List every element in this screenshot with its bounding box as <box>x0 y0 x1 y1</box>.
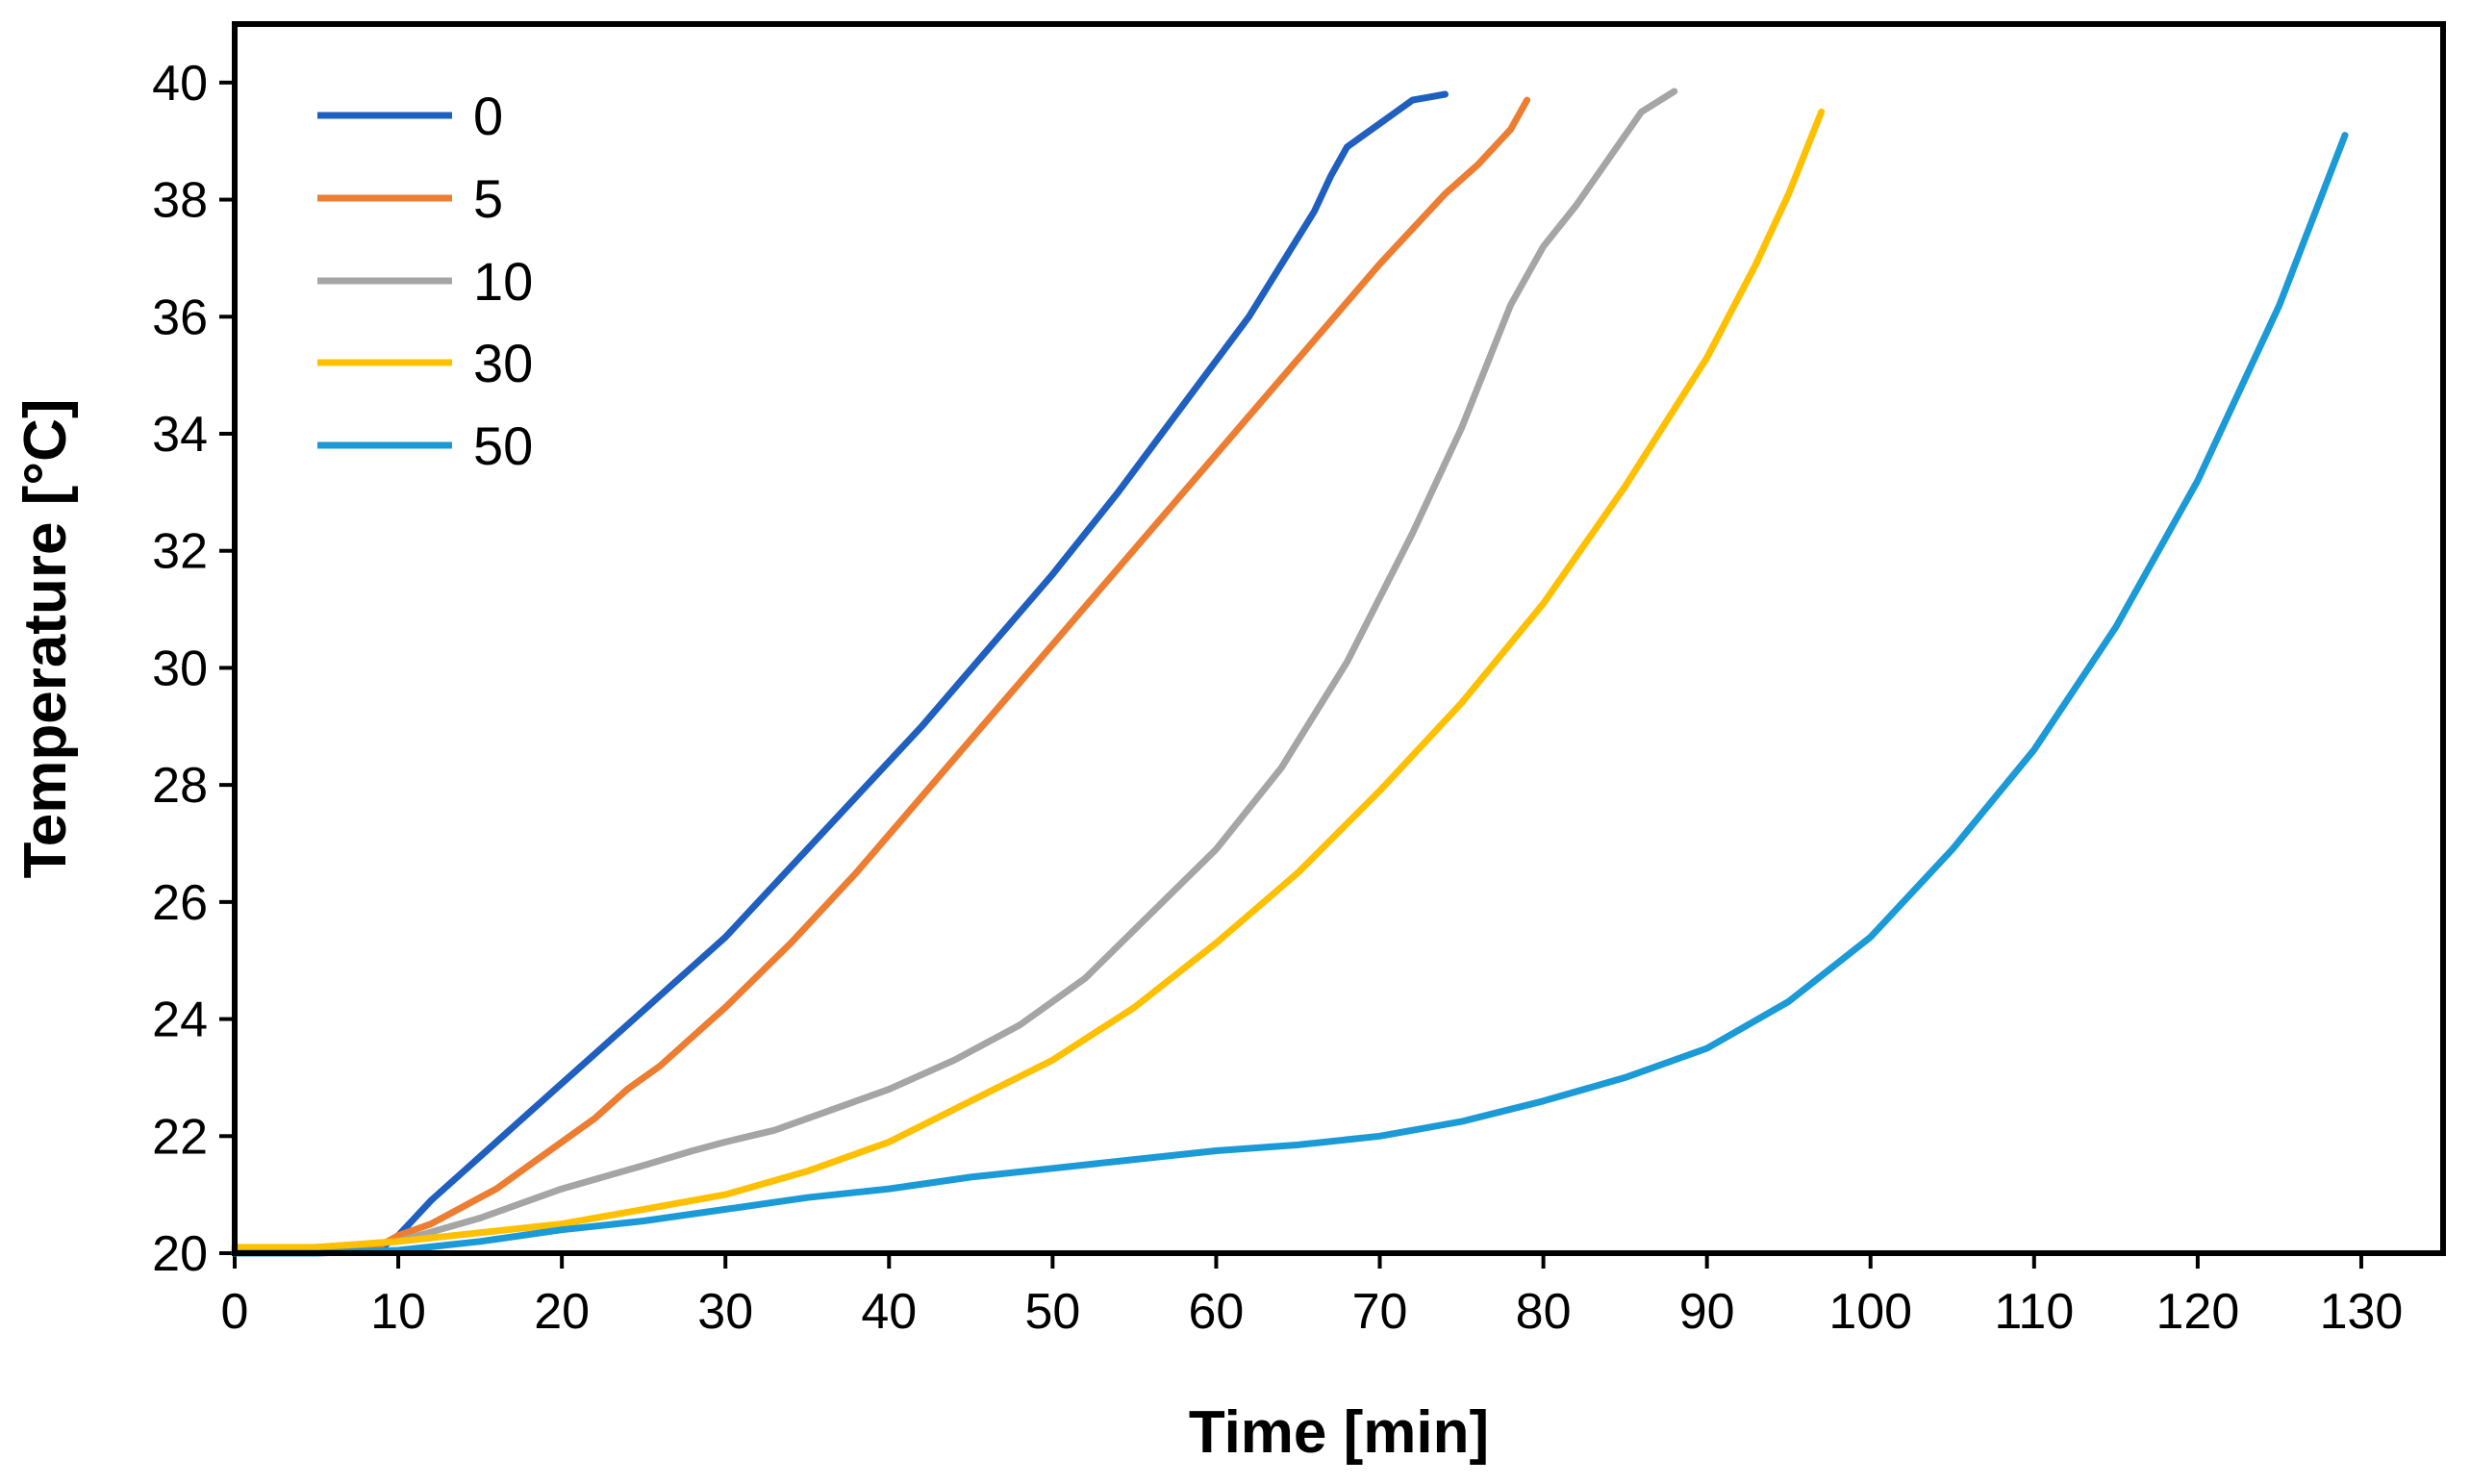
legend-label-50: 50 <box>473 415 533 476</box>
x-tick-label: 80 <box>1516 1284 1572 1340</box>
x-tick-label: 20 <box>534 1284 590 1340</box>
x-tick-label: 30 <box>697 1284 753 1340</box>
y-tick-label: 36 <box>152 289 208 345</box>
y-tick-label: 26 <box>152 875 208 931</box>
x-tick-label: 130 <box>2320 1284 2404 1340</box>
x-tick-label: 70 <box>1352 1284 1408 1340</box>
x-tick-label: 0 <box>221 1284 249 1340</box>
y-tick-label: 24 <box>152 993 208 1048</box>
y-tick-label: 30 <box>152 641 208 696</box>
series-line-10 <box>231 88 1678 1254</box>
plot-area-border <box>232 21 2446 1256</box>
series-layer <box>231 88 2349 1257</box>
y-tick-label: 22 <box>152 1109 208 1165</box>
x-tick-label: 110 <box>1994 1284 2074 1340</box>
y-tick-label: 40 <box>152 56 208 112</box>
x-tick-label: 120 <box>2156 1284 2240 1340</box>
x-tick-label: 50 <box>1024 1284 1080 1340</box>
y-axis-title: Temperature [°C] <box>13 398 79 878</box>
x-axis-title: Time [min] <box>1189 1399 1489 1466</box>
legend-label-0: 0 <box>473 86 503 146</box>
y-tick-label: 32 <box>152 524 208 580</box>
legend: 0 5 10 30 50 <box>317 86 533 476</box>
y-tick-label: 28 <box>152 758 208 814</box>
x-tick-label: 40 <box>861 1284 917 1340</box>
y-tick-label: 34 <box>152 407 208 463</box>
x-tick-label: 10 <box>370 1284 426 1340</box>
legend-label-5: 5 <box>473 168 503 229</box>
x-axis-ticks: 0 10 20 30 40 50 60 70 80 90 100 110 120 130 <box>221 1253 2404 1340</box>
series-line-50 <box>231 132 2349 1257</box>
legend-label-30: 30 <box>473 333 533 393</box>
legend-label-10: 10 <box>473 251 533 312</box>
series-line-0 <box>231 90 1449 1257</box>
series-line-5 <box>231 96 1531 1254</box>
x-tick-label: 60 <box>1189 1284 1245 1340</box>
y-tick-label: 38 <box>152 173 208 229</box>
x-tick-label: 100 <box>1828 1284 1912 1340</box>
y-axis-ticks: 20 22 24 26 28 30 32 34 36 38 40 <box>152 56 235 1282</box>
series-line-30 <box>231 108 1826 1251</box>
x-tick-label: 90 <box>1679 1284 1735 1340</box>
y-tick-label: 20 <box>152 1226 208 1282</box>
